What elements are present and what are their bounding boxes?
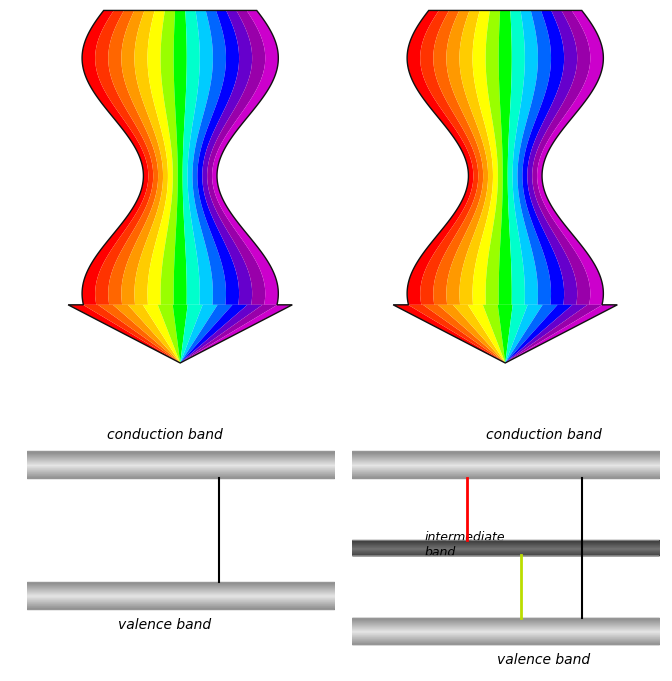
Text: conduction band: conduction band: [107, 428, 222, 442]
Polygon shape: [173, 10, 187, 305]
Polygon shape: [83, 305, 180, 363]
Polygon shape: [446, 10, 488, 305]
Polygon shape: [147, 10, 173, 305]
Polygon shape: [505, 305, 587, 363]
Polygon shape: [393, 305, 505, 363]
Polygon shape: [505, 305, 528, 363]
Polygon shape: [408, 305, 505, 363]
Polygon shape: [453, 305, 505, 363]
Polygon shape: [212, 10, 278, 305]
Polygon shape: [468, 305, 505, 363]
Polygon shape: [438, 305, 505, 363]
Polygon shape: [505, 305, 618, 363]
Polygon shape: [517, 10, 551, 305]
Polygon shape: [513, 10, 538, 305]
Text: conduction band: conduction band: [486, 428, 601, 442]
Polygon shape: [407, 10, 473, 305]
Polygon shape: [433, 10, 483, 305]
Polygon shape: [143, 305, 180, 363]
Polygon shape: [505, 305, 573, 363]
Polygon shape: [505, 305, 558, 363]
Polygon shape: [486, 10, 503, 305]
Polygon shape: [128, 305, 180, 363]
Polygon shape: [180, 305, 203, 363]
Polygon shape: [180, 305, 262, 363]
Polygon shape: [472, 10, 498, 305]
Polygon shape: [460, 10, 493, 305]
Polygon shape: [98, 305, 180, 363]
Polygon shape: [207, 10, 265, 305]
Polygon shape: [507, 10, 525, 305]
Polygon shape: [192, 10, 226, 305]
Polygon shape: [183, 10, 200, 305]
Text: valence band: valence band: [497, 653, 590, 667]
Polygon shape: [198, 10, 239, 305]
Polygon shape: [537, 10, 603, 305]
Polygon shape: [173, 305, 187, 363]
Polygon shape: [423, 305, 505, 363]
Polygon shape: [532, 10, 590, 305]
Polygon shape: [187, 10, 213, 305]
Polygon shape: [528, 10, 577, 305]
Polygon shape: [108, 10, 158, 305]
Polygon shape: [522, 10, 564, 305]
Polygon shape: [505, 305, 602, 363]
Polygon shape: [180, 305, 247, 363]
Polygon shape: [420, 10, 478, 305]
Polygon shape: [158, 305, 180, 363]
Polygon shape: [95, 10, 153, 305]
Polygon shape: [180, 305, 278, 363]
Polygon shape: [180, 305, 233, 363]
Polygon shape: [161, 10, 178, 305]
Polygon shape: [202, 10, 252, 305]
Polygon shape: [122, 10, 163, 305]
Polygon shape: [68, 305, 180, 363]
Polygon shape: [134, 10, 168, 305]
Polygon shape: [505, 305, 542, 363]
Text: intermediate
band: intermediate band: [425, 531, 505, 559]
Text: valence band: valence band: [118, 618, 212, 632]
Polygon shape: [482, 305, 505, 363]
Polygon shape: [180, 305, 292, 363]
Polygon shape: [180, 305, 218, 363]
Polygon shape: [113, 305, 180, 363]
Polygon shape: [498, 305, 513, 363]
Polygon shape: [82, 10, 149, 305]
Polygon shape: [499, 10, 512, 305]
